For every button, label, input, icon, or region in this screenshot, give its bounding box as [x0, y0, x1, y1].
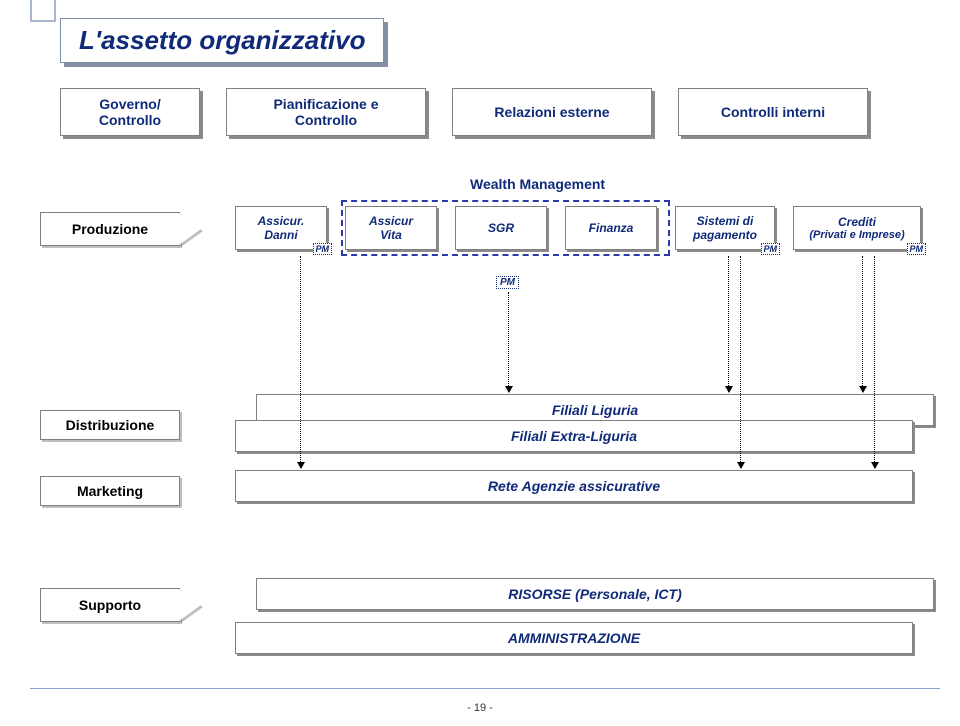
side-label-distribuzione: Distribuzione — [40, 410, 180, 440]
side-label-produzione: Produzione — [40, 212, 180, 246]
label: SGR — [488, 221, 514, 235]
page-title: L'assetto organizzativo — [60, 18, 384, 63]
label: Marketing — [77, 483, 143, 499]
box-controlli-interni: Controlli interni — [678, 88, 868, 136]
arrow-danni-to-rete — [300, 256, 301, 468]
box-governo-controllo: Governo/ Controllo — [60, 88, 200, 136]
label: Controlli interni — [721, 104, 825, 120]
label: AssicurVita — [369, 214, 413, 242]
bar-amministrazione: AMMINISTRAZIONE — [235, 622, 913, 654]
box-assicur-danni: Assicur.Danni PM — [235, 206, 327, 250]
side-label-supporto: Supporto — [40, 588, 180, 622]
pm-tag: PM — [761, 243, 781, 255]
page-number: - 19 - — [0, 702, 960, 714]
label: Governo/ Controllo — [99, 96, 161, 128]
pm-tag: PM — [907, 243, 927, 255]
governance-row: Governo/ Controllo Pianificazione e Cont… — [60, 88, 868, 136]
arrow-crediti-to-rete — [874, 256, 875, 468]
box-sgr: SGR — [455, 206, 547, 250]
pm-tag: PM — [313, 243, 333, 255]
label: Sistemi dipagamento — [693, 214, 757, 242]
label: Distribuzione — [66, 417, 155, 433]
pm-central-tag: PM — [496, 276, 519, 289]
side-label-marketing: Marketing — [40, 476, 180, 506]
arrow-sistemi-to-filiali — [728, 256, 729, 392]
arrow-crediti-to-filiali — [862, 256, 863, 392]
box-crediti: Crediti(Privati e Imprese) PM — [793, 206, 921, 250]
arrow-wealth-to-filiali — [508, 292, 509, 392]
bar-rete-agenzie: Rete Agenzie assicurative — [235, 470, 913, 502]
bar-risorse: RISORSE (Personale, ICT) — [256, 578, 934, 610]
box-finanza: Finanza — [565, 206, 657, 250]
bar-filiali-extra-liguria: Filiali Extra-Liguria — [235, 420, 913, 452]
header-tab-decor — [30, 0, 56, 22]
production-row: Assicur.Danni PM AssicurVita SGR Finanza… — [235, 206, 921, 250]
footer-rule — [30, 688, 940, 689]
label: Crediti(Privati e Imprese) — [809, 215, 904, 241]
box-pianificazione-controllo: Pianificazione e Controllo — [226, 88, 426, 136]
label: Supporto — [79, 597, 141, 613]
box-assicur-vita: AssicurVita — [345, 206, 437, 250]
box-sistemi-pagamento: Sistemi dipagamento PM — [675, 206, 775, 250]
label: Finanza — [589, 221, 634, 235]
label: Pianificazione e Controllo — [273, 96, 378, 128]
label: Relazioni esterne — [494, 104, 609, 120]
box-relazioni-esterne: Relazioni esterne — [452, 88, 652, 136]
label: Produzione — [72, 221, 148, 237]
label: Assicur.Danni — [258, 214, 305, 242]
arrow-sistemi-to-rete — [740, 256, 741, 468]
wealth-management-label: Wealth Management — [470, 176, 605, 192]
